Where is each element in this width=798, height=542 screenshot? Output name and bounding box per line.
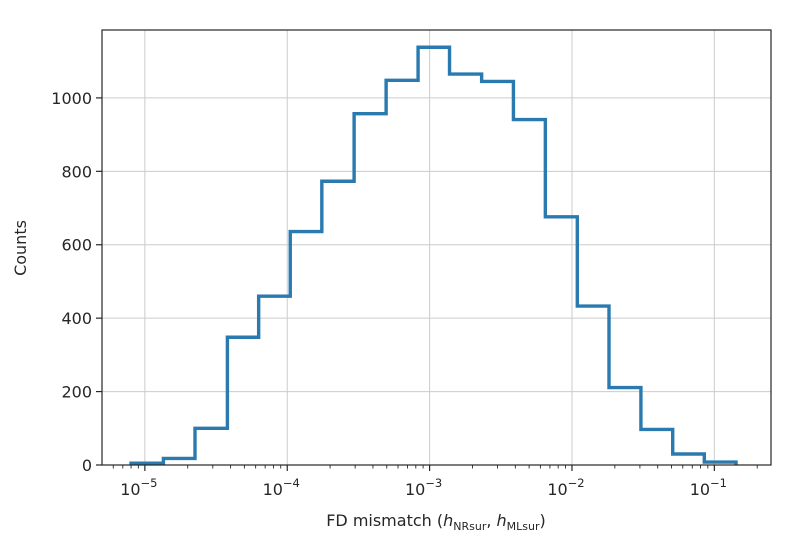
y-tick-label-2: 400 <box>61 309 92 328</box>
x-tick-label-2: 10−3 <box>405 476 442 499</box>
y-tick-labels: 0 200 400 600 800 1000 <box>51 89 92 475</box>
x-tick-label-4: 10−1 <box>690 476 727 499</box>
histogram-step-line <box>129 45 738 465</box>
x-tick-label-0: 10−5 <box>120 476 157 499</box>
y-tick-label-0: 0 <box>82 456 92 475</box>
grid-lines <box>102 30 771 466</box>
y-tick-label-1: 200 <box>61 383 92 402</box>
axes-frame <box>101 29 772 466</box>
x-tick-label-1: 10−4 <box>263 476 300 499</box>
x-tick-label-3: 10−2 <box>547 476 584 499</box>
y-tick-label-4: 800 <box>61 162 92 181</box>
x-axis-label: FD mismatch (hNRsur, hMLsur) <box>326 511 546 533</box>
y-tick-label-3: 600 <box>61 236 92 255</box>
y-tick-label-5: 1000 <box>51 89 92 108</box>
major-ticks <box>96 97 715 471</box>
y-axis-label: Counts <box>11 220 30 276</box>
x-tick-labels: 10−5 10−4 10−3 10−2 10−1 <box>120 476 727 499</box>
